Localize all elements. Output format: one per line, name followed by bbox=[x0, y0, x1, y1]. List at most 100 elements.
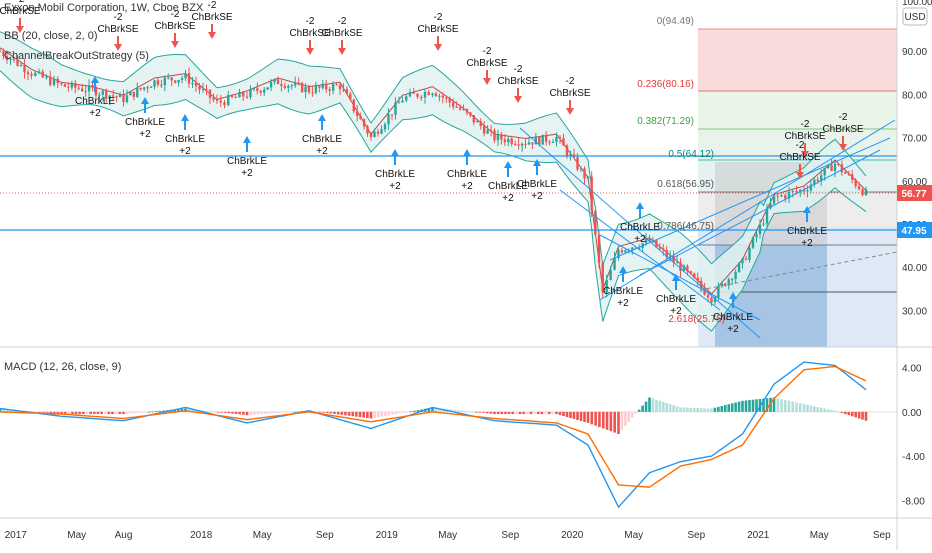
candle bbox=[335, 81, 338, 86]
candle bbox=[748, 243, 751, 263]
candle bbox=[784, 193, 787, 203]
price-tick: 80.00 bbox=[902, 90, 927, 101]
candle bbox=[590, 171, 593, 218]
macd-histogram-bar bbox=[260, 411, 263, 415]
macd-histogram-bar bbox=[427, 408, 431, 412]
macd-histogram-bar bbox=[434, 407, 438, 412]
candle bbox=[665, 245, 668, 261]
short-signal-label: ChBrkSE bbox=[466, 58, 507, 69]
macd-tick: -4.00 bbox=[902, 452, 925, 463]
candle bbox=[208, 89, 212, 105]
long-signal-label: ChBrkLE bbox=[227, 156, 267, 167]
long-signal: ChBrkLE+2 bbox=[620, 202, 660, 245]
macd-histogram-bar bbox=[111, 411, 114, 415]
macd-histogram-bar bbox=[238, 411, 242, 415]
candle bbox=[486, 124, 489, 135]
macd-histogram-bar bbox=[191, 409, 195, 412]
macd-histogram-bar bbox=[140, 411, 144, 413]
macd-histogram-bar bbox=[395, 411, 398, 414]
candle bbox=[503, 134, 507, 146]
macd-histogram-bar bbox=[405, 411, 409, 413]
macd-histogram-bar bbox=[624, 411, 627, 426]
trend-line-1 bbox=[519, 127, 761, 339]
candle bbox=[462, 104, 465, 111]
candle bbox=[26, 69, 30, 81]
long-signal-label: ChBrkLE bbox=[620, 222, 660, 233]
candle bbox=[510, 135, 513, 147]
macd-histogram-bar bbox=[627, 411, 631, 422]
candle bbox=[544, 131, 548, 146]
macd-histogram-bar bbox=[598, 411, 601, 428]
macd-histogram-bar bbox=[802, 404, 806, 412]
time-tick: 2021 bbox=[747, 530, 770, 541]
macd-histogram-bar bbox=[34, 411, 38, 413]
macd-histogram-bar bbox=[617, 411, 620, 434]
legend-bb[interactable]: BB (20, close, 2, 0) bbox=[4, 30, 98, 42]
macd-histogram-bar bbox=[529, 411, 533, 415]
long-signal-label: ChBrkLE bbox=[125, 117, 165, 128]
candle bbox=[864, 186, 868, 197]
candle bbox=[349, 91, 352, 101]
candle bbox=[136, 82, 139, 98]
candle bbox=[857, 182, 861, 191]
candle bbox=[167, 73, 170, 80]
macd-histogram-bar bbox=[31, 411, 34, 413]
macd-histogram-bar bbox=[416, 410, 420, 412]
candle bbox=[163, 75, 167, 92]
legend-macd[interactable]: MACD (12, 26, close, 9) bbox=[4, 361, 122, 373]
candle bbox=[342, 83, 345, 93]
time-tick: May bbox=[253, 530, 272, 541]
macd-histogram-bar bbox=[583, 411, 586, 422]
candle bbox=[67, 82, 70, 92]
macd-histogram-bar bbox=[173, 409, 176, 412]
macd-histogram-bar bbox=[314, 411, 318, 413]
macd-histogram-bar bbox=[118, 411, 122, 415]
symbol-title[interactable]: Exxon Mobil Corporation, 1W, Cboe BZX bbox=[4, 2, 204, 14]
macd-histogram-bar bbox=[398, 411, 402, 414]
macd-histogram-bar bbox=[809, 405, 813, 412]
macd-histogram-bar bbox=[107, 411, 111, 415]
macd-histogram-bar bbox=[103, 411, 107, 415]
macd-histogram-bar bbox=[431, 407, 434, 412]
long-signal: ChBrkLE+2 bbox=[125, 97, 165, 140]
candle bbox=[290, 83, 293, 90]
candle bbox=[238, 88, 241, 98]
macd-histogram-bar bbox=[358, 411, 362, 418]
macd-histogram-bar bbox=[511, 411, 515, 415]
macd-histogram-bar bbox=[176, 409, 180, 412]
macd-histogram-bar bbox=[133, 411, 136, 414]
long-signal-qty: +2 bbox=[617, 298, 629, 309]
candle bbox=[219, 94, 222, 108]
long-signal-label: ChBrkLE bbox=[787, 226, 827, 237]
macd-histogram-bar bbox=[601, 411, 605, 429]
macd-histogram-bar bbox=[45, 411, 49, 413]
time-tick: May bbox=[67, 530, 86, 541]
candle bbox=[373, 128, 376, 138]
long-signal-qty: +2 bbox=[389, 181, 401, 192]
candle bbox=[23, 58, 26, 79]
candle bbox=[227, 90, 230, 107]
candle bbox=[416, 92, 419, 99]
macd-histogram-bar bbox=[723, 405, 727, 412]
candle bbox=[380, 125, 383, 135]
long-signal-label: ChBrkLE bbox=[447, 169, 487, 180]
candle bbox=[558, 135, 562, 144]
macd-histogram-bar bbox=[144, 411, 147, 413]
macd-histogram-bar bbox=[734, 402, 737, 412]
candle bbox=[139, 87, 142, 91]
legend-strategy[interactable]: ChannelBreakOutStrategy (5) bbox=[4, 50, 149, 62]
macd-histogram-bar bbox=[289, 411, 293, 413]
candle bbox=[52, 75, 56, 87]
candle bbox=[772, 195, 776, 206]
macd-histogram-bar bbox=[271, 411, 274, 414]
macd-histogram-bar bbox=[696, 408, 700, 412]
long-signal: ChBrkLE+2 bbox=[302, 114, 342, 157]
currency-badge[interactable]: USD bbox=[902, 7, 928, 26]
macd-histogram-bar bbox=[380, 411, 384, 417]
long-signal: ChBrkLE+2 bbox=[447, 149, 487, 192]
